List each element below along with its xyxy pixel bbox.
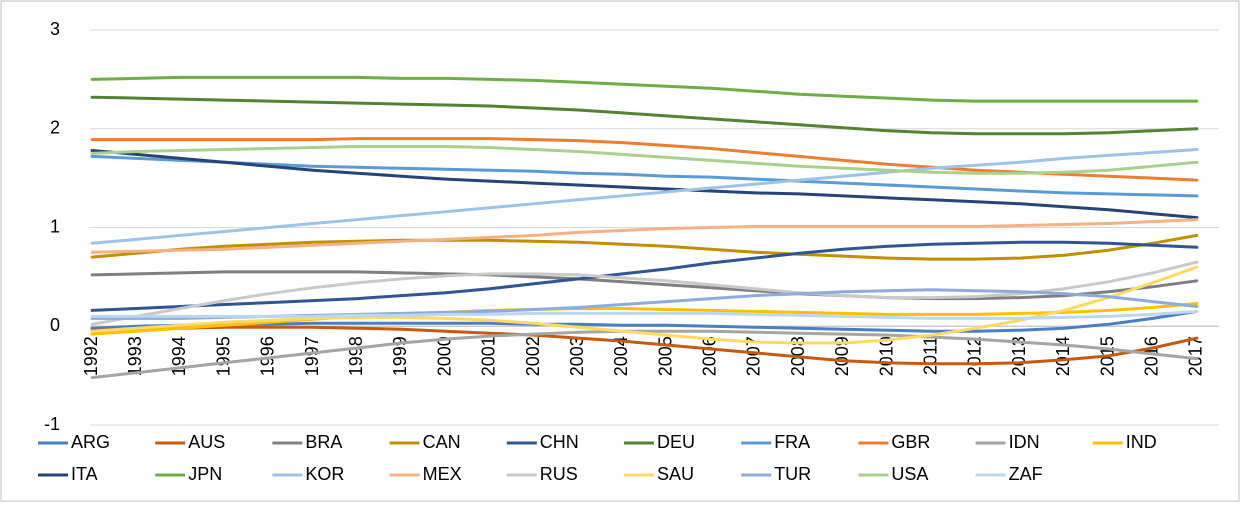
legend-label: CHN xyxy=(540,432,579,452)
legend-label: CAN xyxy=(423,432,461,452)
x-tick-label: 2004 xyxy=(611,336,631,376)
legend-label: IND xyxy=(1126,432,1157,452)
x-tick-label: 1992 xyxy=(81,336,101,376)
series-line xyxy=(90,149,1199,220)
legend-label: ZAF xyxy=(1009,464,1043,484)
legend-label: KOR xyxy=(305,464,344,484)
legend-label: USA xyxy=(891,464,928,484)
series-line xyxy=(90,154,1199,198)
legend-label: SAU xyxy=(657,464,694,484)
series-line xyxy=(90,95,1199,136)
y-tick-label: 2 xyxy=(50,118,60,138)
legend-label: BRA xyxy=(305,432,342,452)
legend-label: JPN xyxy=(188,464,222,484)
y-tick-label: 0 xyxy=(50,315,60,335)
x-tick-label: 2009 xyxy=(832,336,852,376)
legend-label: AUS xyxy=(188,432,225,452)
legend-label: RUS xyxy=(540,464,578,484)
series-line xyxy=(90,325,1199,366)
x-tick-label: 2017 xyxy=(1186,336,1206,376)
legend-label: MEX xyxy=(423,464,462,484)
series-line xyxy=(90,75,1199,103)
series-line xyxy=(90,260,1199,326)
legend-label: ITA xyxy=(71,464,98,484)
series-line xyxy=(90,233,1199,261)
x-tick-label: 1997 xyxy=(302,336,322,376)
series-line xyxy=(90,148,1199,245)
x-tick-label: 1995 xyxy=(213,336,233,376)
series-line xyxy=(90,329,1199,380)
series-line xyxy=(90,145,1199,175)
series-line xyxy=(90,302,1199,336)
x-tick-label: 2013 xyxy=(1009,336,1029,376)
y-tick-label: 1 xyxy=(50,216,60,236)
x-tick-label: 2003 xyxy=(567,336,587,376)
x-tick-label: 2010 xyxy=(876,336,896,376)
x-tick-label: 1999 xyxy=(390,336,410,376)
x-tick-label: 2007 xyxy=(744,336,764,376)
x-tick-label: 2001 xyxy=(479,336,499,376)
x-tick-label: 2012 xyxy=(965,336,985,376)
series-line xyxy=(90,218,1199,254)
x-tick-label: 2000 xyxy=(434,336,454,376)
legend-label: ARG xyxy=(71,432,110,452)
x-tick-label: 1998 xyxy=(346,336,366,376)
x-tick-label: 1993 xyxy=(125,336,145,376)
x-tick-label: 2005 xyxy=(655,336,675,376)
legend-label: TUR xyxy=(774,464,811,484)
x-tick-label: 1994 xyxy=(169,336,189,376)
series-line xyxy=(90,265,1199,345)
x-tick-label: 2014 xyxy=(1053,336,1073,376)
legend-label: IDN xyxy=(1009,432,1040,452)
series-line xyxy=(90,270,1199,301)
series-line xyxy=(90,240,1199,312)
y-tick-label: -1 xyxy=(44,414,60,434)
legend-label: DEU xyxy=(657,432,695,452)
legend-label: FRA xyxy=(774,432,810,452)
series-line xyxy=(90,309,1199,320)
x-tick-label: 2016 xyxy=(1141,336,1161,376)
x-tick-label: 2011 xyxy=(921,336,941,375)
x-tick-label: 2006 xyxy=(700,336,720,376)
series-line xyxy=(90,309,1199,333)
x-tick-label: 1996 xyxy=(258,336,278,376)
y-tick-label: 3 xyxy=(50,19,60,39)
legend-label: GBR xyxy=(891,432,930,452)
x-tick-label: 2002 xyxy=(523,336,543,376)
